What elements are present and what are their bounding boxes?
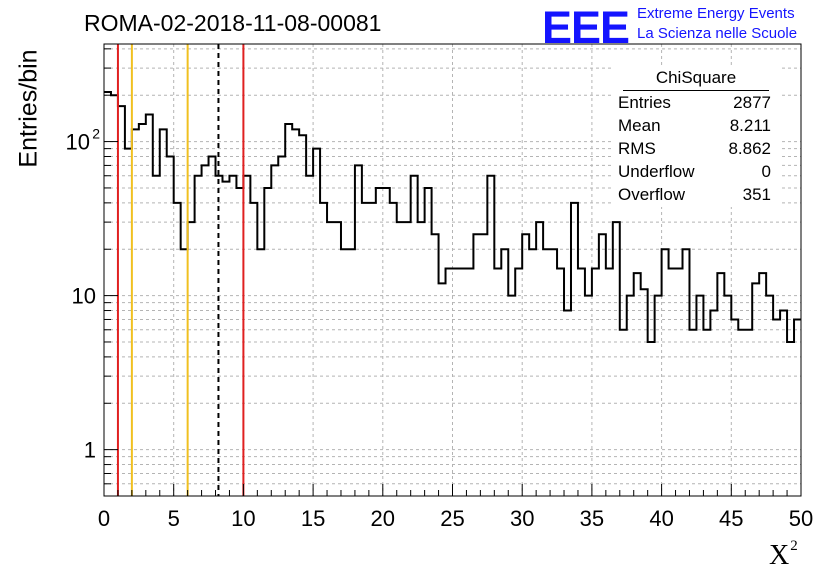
y-tick-label-exponent: 2 xyxy=(92,126,100,142)
y-tick-label: 10 xyxy=(66,130,90,155)
stats-row-rms: RMS 8.862 xyxy=(611,137,781,160)
x-tick-label: 5 xyxy=(168,506,180,531)
x-axis-label-base: X xyxy=(769,540,790,571)
stats-row-mean: Mean 8.211 xyxy=(611,114,781,137)
x-tick-label: 40 xyxy=(649,506,673,531)
stats-label: RMS xyxy=(618,139,656,158)
x-tick-label: 50 xyxy=(789,506,813,531)
x-tick-label: 15 xyxy=(301,506,325,531)
eee-logo: EEE xyxy=(542,2,630,53)
stats-value: 351 xyxy=(742,185,771,204)
stats-value: 8.862 xyxy=(728,139,771,158)
x-axis-label-sup: 2 xyxy=(790,538,798,554)
stats-box: ChiSquare Entries 2877 Mean 8.211 RMS 8.… xyxy=(611,66,781,207)
logo-line-1: Extreme Energy Events xyxy=(637,5,795,22)
x-tick-label: 25 xyxy=(440,506,464,531)
histogram-series xyxy=(104,90,801,343)
stats-label: Overflow xyxy=(618,185,686,204)
x-tick-label: 35 xyxy=(580,506,604,531)
x-tick-label: 45 xyxy=(719,506,743,531)
stats-value: 0 xyxy=(761,162,771,181)
stats-row-entries: Entries 2877 xyxy=(611,91,781,114)
stats-label: Entries xyxy=(618,93,671,112)
chart-title: ROMA-02-2018-11-08-00081 xyxy=(84,10,382,36)
y-tick-label: 10 xyxy=(72,284,96,309)
x-tick-label: 10 xyxy=(231,506,255,531)
stats-value: 2877 xyxy=(733,93,771,112)
y-axis-label: Entries/bin xyxy=(14,49,43,168)
stats-title: ChiSquare xyxy=(623,66,769,91)
logo-line-2: La Scienza nelle Scuole xyxy=(637,25,798,42)
x-axis-label: X2 xyxy=(769,538,798,572)
stats-row-underflow: Underflow 0 xyxy=(611,160,781,183)
stats-label: Mean xyxy=(618,116,661,135)
x-tick-label: 0 xyxy=(98,506,110,531)
stats-row-overflow: Overflow 351 xyxy=(611,183,781,206)
stats-label: Underflow xyxy=(618,162,695,181)
y-tick-label: 1 xyxy=(84,438,96,463)
stats-value: 8.211 xyxy=(729,116,771,135)
x-tick-label: 20 xyxy=(371,506,395,531)
x-tick-label: 30 xyxy=(510,506,534,531)
